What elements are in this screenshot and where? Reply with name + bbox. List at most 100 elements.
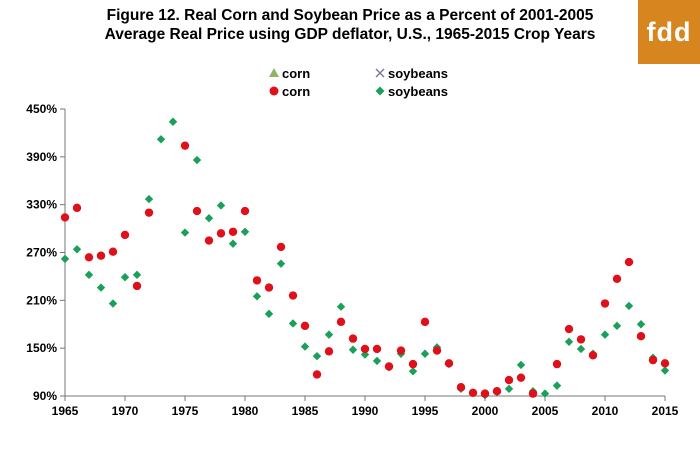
corn-point (480, 389, 490, 398)
soybeans-point (348, 345, 358, 354)
x-tick-label: 1980 (232, 404, 259, 418)
x-tick-label: 1985 (292, 404, 319, 418)
soybeans-point (228, 239, 238, 248)
corn-point (564, 324, 574, 334)
x-tick-label: 1990 (352, 404, 379, 418)
diamond-marker-icon (375, 86, 385, 96)
corn-point (192, 206, 202, 216)
circle-marker-icon (269, 86, 279, 96)
corn-point (504, 375, 514, 385)
x-tick-label: 2000 (472, 404, 499, 418)
soybeans-point (96, 283, 106, 292)
corn-point (216, 229, 226, 238)
corn-point (600, 299, 610, 308)
soybeans-point (204, 214, 214, 223)
y-tick-label: 390% (26, 150, 57, 164)
y-tick-label: 270% (26, 246, 57, 260)
corn-point (228, 227, 238, 236)
y-tick-label: 330% (26, 198, 57, 212)
soybeans-point (372, 356, 382, 366)
corn-point (204, 236, 214, 245)
soybeans-point (624, 301, 634, 311)
corn-point (420, 317, 430, 327)
chart-title: Figure 12. Real Corn and Soybean Price a… (60, 6, 640, 44)
corn-point (636, 332, 646, 341)
corn-point (552, 359, 562, 369)
chart-legend: corn soybeans corn soybeans (268, 66, 488, 102)
corn-point (468, 388, 478, 398)
soybeans-point (300, 342, 310, 351)
corn-point (396, 346, 406, 355)
x-marker-icon (375, 68, 385, 78)
soybeans-point (132, 270, 142, 280)
corn-point (252, 276, 262, 285)
y-axis-ticks: 90% 150% 210% 270% 330% 390% 450% (26, 102, 65, 403)
data-marks (60, 117, 670, 400)
corn-point (648, 355, 658, 365)
corn-point (348, 334, 358, 343)
soybeans-point (168, 117, 178, 126)
x-tick-label: 1970 (112, 404, 139, 418)
soybeans-point (108, 299, 118, 308)
soybeans-point (180, 228, 190, 237)
corn-point (444, 359, 454, 368)
fdd-logo: fdd (638, 0, 700, 64)
corn-point (144, 208, 154, 217)
soybeans-point (408, 367, 418, 376)
soybeans-point (336, 302, 346, 311)
soybeans-point (312, 351, 322, 361)
legend-label: corn (282, 84, 311, 99)
soybeans-point (264, 309, 274, 319)
soybeans-point (60, 254, 70, 264)
y-tick-label: 210% (26, 293, 57, 307)
corn-point (660, 359, 670, 368)
soybeans-point (144, 194, 154, 204)
soybeans-point (600, 330, 610, 339)
corn-point (96, 251, 106, 260)
soybeans-point (420, 349, 430, 358)
soybeans-point (576, 344, 586, 354)
soybeans-point (276, 259, 286, 268)
corn-point (588, 351, 598, 360)
soybeans-point (288, 319, 298, 328)
corn-point (312, 370, 322, 379)
soybeans-point (540, 389, 550, 398)
corn-point (108, 247, 118, 256)
x-tick-label: 2015 (652, 404, 679, 418)
corn-point (360, 344, 370, 354)
corn-point (612, 274, 622, 284)
corn-point (528, 389, 538, 398)
soybeans-point (564, 337, 574, 346)
corn-point (288, 291, 298, 300)
soybeans-point (516, 360, 526, 370)
corn-point (324, 347, 334, 356)
y-tick-label: 90% (33, 389, 57, 403)
corn-point (276, 242, 286, 252)
x-tick-label: 1975 (172, 404, 199, 418)
corn-point (336, 317, 346, 327)
soybeans-point (504, 384, 514, 394)
corn-point (372, 344, 382, 354)
soybeans-point (552, 381, 562, 390)
soybeans-point (660, 366, 670, 375)
corn-point (456, 383, 466, 392)
corn-point (84, 253, 94, 262)
soybeans-point (156, 135, 166, 144)
x-tick-label: 1965 (52, 404, 79, 418)
triangle-marker-icon (269, 68, 279, 77)
title-line-1: Figure 12. Real Corn and Soybean Price a… (106, 7, 594, 24)
corn-point (240, 206, 250, 216)
x-axis-ticks: 1965 1970 1975 1980 1985 1990 1995 2000 2005 2010… (52, 396, 679, 418)
soybeans-point (216, 201, 226, 210)
corn-point (72, 203, 82, 213)
corn-point (384, 362, 394, 371)
soybeans-point (252, 292, 262, 301)
corn-point (516, 373, 526, 382)
axes (64, 109, 665, 397)
soybeans-point (120, 273, 130, 282)
corn-point (120, 230, 130, 240)
soybeans-point (84, 270, 94, 280)
soybeans-point (636, 320, 646, 329)
soybeans-point (192, 155, 202, 165)
